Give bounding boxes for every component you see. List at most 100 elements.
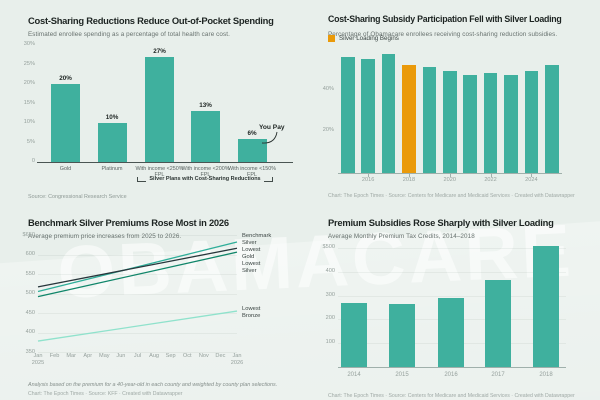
legend-label: Silver Loading Begins bbox=[339, 35, 399, 42]
bar-value-label: 27% bbox=[153, 47, 166, 55]
x-tick-label: 2016 bbox=[361, 177, 375, 183]
chart-title: Cost-Sharing Reductions Reduce Out-of-Po… bbox=[28, 14, 274, 26]
gridline bbox=[38, 313, 237, 314]
bar bbox=[341, 56, 355, 173]
bar bbox=[51, 84, 80, 162]
y-tick-label: 15% bbox=[23, 99, 35, 106]
line-benchmark-silver bbox=[37, 241, 238, 293]
bar-value-label: 13% bbox=[199, 102, 212, 110]
panel-benchmark-premiums: Benchmark Silver Premiums Rose Most in 2… bbox=[0, 200, 300, 400]
silver-plans-bracket: Silver Plans with Cost-Sharing Reduction… bbox=[137, 176, 273, 182]
gridline bbox=[38, 352, 237, 353]
y-tick-label: 350 bbox=[25, 348, 35, 355]
y-tick-label: 5% bbox=[26, 138, 35, 145]
you-pay-arrow bbox=[261, 131, 278, 144]
category-label: With income <150% FPL bbox=[227, 166, 277, 179]
footer-line: Chart: The Epoch Times · Source: KFF · C… bbox=[28, 391, 183, 398]
x-tick-label: 2020 bbox=[443, 177, 456, 183]
bar bbox=[381, 54, 396, 173]
silver-loading-swatch bbox=[328, 35, 335, 42]
x-tick-mark bbox=[449, 174, 451, 177]
bar bbox=[191, 111, 220, 162]
category-label: 2017 bbox=[491, 372, 505, 378]
bar bbox=[237, 138, 267, 162]
y-tick-label: 10% bbox=[23, 119, 35, 125]
x-axis-line bbox=[37, 162, 293, 163]
series-label-lowest-bronze: Lowest Bronze bbox=[242, 306, 261, 319]
y-tick-label: $650 bbox=[22, 231, 35, 238]
bracket-right-segment bbox=[263, 176, 272, 182]
category-label: 2014 bbox=[347, 372, 361, 378]
y-tick-label: 500 bbox=[25, 290, 35, 296]
bracket-right-cap bbox=[272, 177, 273, 182]
x-tick-mark bbox=[408, 174, 410, 177]
bar bbox=[443, 71, 457, 173]
category-label: With income <250% FPL bbox=[135, 166, 184, 179]
category-label: Gold bbox=[59, 166, 72, 172]
bar bbox=[533, 245, 559, 367]
bracket-left-cap bbox=[137, 177, 138, 182]
bar bbox=[145, 56, 174, 162]
y-tick-label: 400 bbox=[325, 267, 335, 274]
y-tick-label: 20% bbox=[23, 80, 35, 86]
series-label-lowest-gold: Lowest Gold bbox=[242, 247, 261, 260]
gridline bbox=[338, 248, 566, 249]
bar-value-label: 10% bbox=[105, 114, 119, 121]
category-label: Platinum bbox=[101, 166, 123, 172]
footer-line: Chart: The Epoch Times · Source: Centers… bbox=[328, 393, 575, 400]
gridline bbox=[338, 295, 566, 297]
y-tick-label: 40% bbox=[322, 85, 334, 92]
bar bbox=[504, 75, 518, 173]
x-tick-label: 2024 bbox=[525, 177, 538, 183]
bar-silver-loading bbox=[402, 64, 416, 173]
series-label-benchmark-silver: Benchmark Silver bbox=[242, 233, 272, 246]
x-tick-label: Mar bbox=[66, 353, 76, 359]
x-tick-label: Jan bbox=[33, 353, 43, 359]
chart-subtitle: Percentage of Obamacare enrollees receiv… bbox=[328, 31, 558, 39]
premium-lines-svg bbox=[37, 241, 238, 342]
bar bbox=[97, 123, 127, 162]
y-tick-label: 200 bbox=[325, 315, 335, 322]
bracket-label: Silver Plans with Cost-Sharing Reduction… bbox=[149, 176, 261, 182]
bar bbox=[361, 58, 375, 173]
chart-title: Premium Subsidies Rose Sharply with Silv… bbox=[328, 216, 554, 228]
gridline bbox=[38, 235, 237, 236]
line-plot-area: $650 600 550 500 450 400 350 Jan 2025 Feb Mar Apr Ma… bbox=[0, 200, 300, 400]
source-line: Source: Congressional Research Service bbox=[28, 194, 127, 201]
bar bbox=[545, 64, 559, 173]
category-label: 2018 bbox=[539, 372, 553, 378]
x-tick-label: Jan bbox=[232, 353, 242, 359]
x-tick-label: Aug bbox=[149, 353, 160, 359]
y-tick-label: 0 bbox=[31, 158, 35, 164]
footer-line: Chart: The Epoch Times · Source: Centers… bbox=[328, 193, 575, 200]
y-tick-label: 100 bbox=[325, 339, 335, 346]
chart-title: Benchmark Silver Premiums Rose Most in 2… bbox=[28, 216, 229, 228]
x-tick-year-label: 2025 bbox=[31, 360, 45, 366]
x-tick-mark bbox=[490, 174, 492, 177]
y-tick-label: $500 bbox=[322, 244, 335, 250]
bar bbox=[422, 66, 437, 173]
series-label-lowest-silver: Lowest Silver bbox=[242, 261, 261, 274]
bar bbox=[524, 71, 539, 173]
x-tick-label: 2018 bbox=[402, 177, 416, 183]
y-tick-label: 30% bbox=[23, 41, 35, 47]
y-tick-label: 600 bbox=[25, 251, 35, 257]
x-tick-label: Jul bbox=[133, 353, 142, 359]
category-label: 2016 bbox=[444, 372, 458, 378]
y-tick-label: 550 bbox=[25, 270, 35, 277]
chart-subtitle: Estimated enrollee spending as a percent… bbox=[28, 31, 230, 39]
y-tick-label: 300 bbox=[325, 291, 335, 298]
gridline bbox=[38, 254, 237, 256]
bar bbox=[463, 75, 477, 173]
bar bbox=[341, 302, 367, 367]
bar-value-label: 6% bbox=[247, 129, 257, 137]
x-tick-mark bbox=[531, 174, 533, 177]
gridline bbox=[38, 293, 237, 295]
panel-cost-sharing-oop: Cost-Sharing Reductions Reduce Out-of-Po… bbox=[0, 0, 300, 200]
x-tick-label: Oct bbox=[182, 353, 192, 359]
x-tick-label: May bbox=[99, 353, 110, 359]
bar bbox=[438, 298, 464, 367]
line-lowest-gold bbox=[37, 247, 238, 288]
bar-plot-area: $500 400 300 200 100 2014 2015 2016 2017 2018 bbox=[300, 200, 600, 400]
